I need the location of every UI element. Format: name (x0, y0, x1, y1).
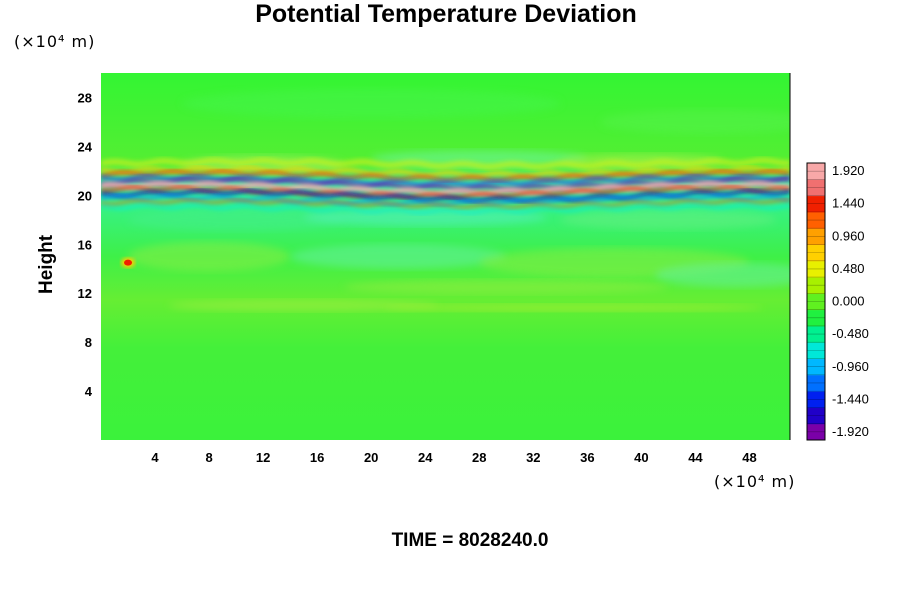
colorbar-label: -1.920 (832, 424, 869, 439)
deviation-band (101, 203, 790, 215)
colorbar-segment (807, 179, 825, 197)
colorbar-segment (807, 423, 825, 441)
deviation-band (101, 198, 790, 210)
colorbar-label: 0.480 (832, 261, 865, 276)
colorbar-segment (807, 228, 825, 245)
x-tick-label: 8 (205, 450, 212, 465)
x-tick-label: 4 (151, 450, 159, 465)
colorbar-segment (807, 309, 825, 327)
field-patch (182, 88, 561, 119)
field-patch (128, 208, 345, 231)
deviation-band (101, 157, 790, 170)
colorbar-label: -0.960 (832, 359, 869, 374)
colorbar-segment (807, 325, 825, 343)
colorbar-segment (807, 260, 825, 278)
field-patch (384, 304, 763, 312)
y-tick-label: 20 (78, 188, 92, 203)
chart-title: Potential Temperature Deviation (255, 0, 637, 28)
hot-spot-core (124, 259, 133, 266)
x-axis-unit: (×10⁴ m) (714, 472, 796, 491)
x-tick-label: 12 (256, 450, 270, 465)
field-patch (654, 262, 790, 288)
field-patch (600, 109, 790, 135)
field-patch (290, 244, 507, 269)
x-tick-label: 44 (688, 450, 703, 465)
y-tick-label: 28 (78, 90, 92, 105)
x-tick-label: 36 (580, 450, 594, 465)
colorbar-label: -0.480 (832, 326, 869, 341)
colorbar-frame (806, 162, 826, 441)
colorbar-segment (807, 391, 825, 408)
colorbar-label: 0.960 (832, 228, 865, 243)
colorbar-segment (807, 342, 825, 360)
field-patch (128, 241, 291, 272)
x-tick-label: 24 (418, 450, 433, 465)
field-patch (560, 210, 777, 230)
x-tick-label: 16 (310, 450, 324, 465)
colorbar-label: -1.440 (832, 391, 869, 406)
time-label: TIME = 8028240.0 (391, 530, 549, 551)
colorbar-segment (807, 277, 825, 294)
deviation-band (101, 194, 790, 207)
y-tick-label: 8 (85, 335, 92, 350)
field-patch (168, 299, 439, 312)
deviation-band (101, 189, 790, 203)
y-tick-label: 16 (78, 237, 92, 252)
deviation-band (101, 177, 790, 191)
colorbar-segment (807, 407, 825, 425)
deviation-band (101, 181, 790, 196)
x-tick-label: 40 (634, 450, 648, 465)
colorbar-label: 1.440 (832, 196, 865, 211)
colorbar-segment (807, 293, 825, 311)
x-tick-label: 28 (472, 450, 486, 465)
x-tick-label: 48 (742, 450, 756, 465)
x-tick-label: 20 (364, 450, 378, 465)
colorbar-segment (807, 163, 825, 180)
colorbar-segment (807, 358, 825, 376)
x-tick-label: 32 (526, 450, 540, 465)
y-tick-label: 24 (78, 139, 93, 154)
y-tick-label: 12 (78, 286, 92, 301)
colorbar-label: 1.920 (832, 163, 865, 178)
colorbar-segment (807, 374, 825, 392)
colorbar-label: 0.000 (832, 294, 865, 309)
colorbar-segment (807, 195, 825, 213)
colorbar-segment (807, 244, 825, 262)
deviation-band (101, 169, 790, 182)
field-patch (344, 279, 669, 295)
colorbar-segment (807, 211, 825, 229)
y-axis-unit: (×10⁴ m) (14, 32, 96, 51)
y-tick-label: 4 (85, 384, 93, 399)
